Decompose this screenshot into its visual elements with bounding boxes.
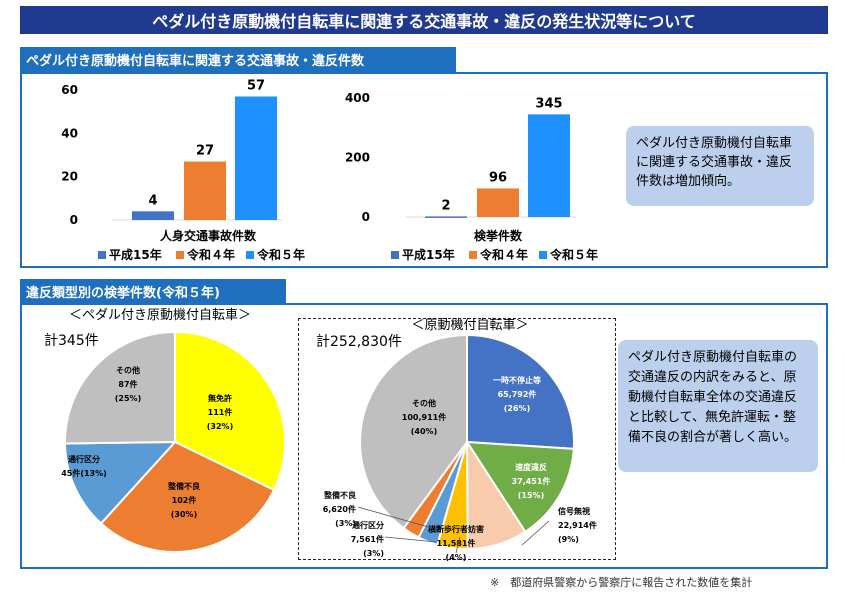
pie-label: (3%) bbox=[363, 549, 384, 558]
bar-data-label: 4 bbox=[148, 193, 157, 208]
bar-data-label: 96 bbox=[489, 170, 507, 185]
leader-line bbox=[521, 520, 550, 546]
legend-swatch-1 bbox=[469, 251, 477, 259]
pie-label: (26%) bbox=[504, 404, 530, 413]
legend-swatch-2 bbox=[246, 251, 254, 259]
chart-title: 人身交通事故件数 bbox=[160, 228, 257, 243]
bar-data-label: 345 bbox=[535, 96, 562, 111]
pie-label: 6,620件 bbox=[323, 504, 356, 514]
pie-label: 横断歩行者妨害 bbox=[428, 524, 484, 534]
legend-label-0: 平成15年 bbox=[402, 247, 455, 262]
bar-data-label: 2 bbox=[441, 198, 450, 213]
pie-label: (40%) bbox=[411, 427, 437, 436]
pie-label: (9%) bbox=[558, 535, 579, 544]
y-tick-label: 20 bbox=[61, 170, 78, 184]
pie-label: 一時不停止等 bbox=[493, 375, 541, 385]
pie-label: 111件 bbox=[208, 407, 233, 417]
pie-label: 100,911件 bbox=[402, 412, 446, 422]
section1-note: ペダル付き原動機付自転車に関連する交通事故・違反件数は増加傾向。 bbox=[626, 126, 814, 206]
pie-label: その他 bbox=[116, 365, 140, 375]
y-tick-label: 0 bbox=[362, 210, 370, 224]
legend-swatch-0 bbox=[391, 251, 399, 259]
pie-label: (15%) bbox=[518, 491, 544, 500]
page-banner: ペダル付き原動機付自転車に関連する交通事故・違反の発生状況等について bbox=[20, 6, 828, 34]
legend-swatch-0 bbox=[98, 251, 106, 259]
section1-title: ペダル付き原動機付自転車に関連する交通事故・違反件数 bbox=[20, 47, 456, 72]
bar-data-label: 27 bbox=[196, 144, 214, 159]
y-tick-label: 40 bbox=[61, 126, 78, 140]
footnote: ※ 都道府県警察から警察庁に報告された数値を集計 bbox=[490, 576, 753, 589]
pie-slice-6 bbox=[359, 333, 468, 530]
pie-label: 22,914件 bbox=[558, 520, 597, 530]
section2-note: ペダル付き原動機付自転車の交通違反の内訳をみると、原動機付自転車全体の交通違反と… bbox=[618, 340, 818, 472]
pie-title: ＜原動機付自転車＞ bbox=[411, 318, 528, 333]
pie-label: 45件(13%) bbox=[61, 468, 107, 478]
y-tick-label: 400 bbox=[345, 91, 370, 105]
pie-slice-1 bbox=[465, 440, 575, 534]
pie-label: 速度違反 bbox=[515, 462, 547, 472]
bar-0 bbox=[425, 216, 467, 218]
pie-label: (4%) bbox=[446, 553, 467, 562]
pie-label: 11,581件 bbox=[437, 538, 476, 548]
bar-1 bbox=[184, 161, 226, 220]
legend-label-2: 令和５年 bbox=[256, 247, 305, 262]
moped-pie-frame bbox=[298, 318, 616, 560]
pie-label: (32%) bbox=[207, 422, 233, 431]
pie-label: 7,561件 bbox=[351, 534, 384, 544]
y-tick-label: 60 bbox=[61, 83, 78, 97]
legend-label-1: 令和４年 bbox=[186, 247, 235, 262]
pie-slice-0 bbox=[466, 333, 575, 450]
legend-swatch-2 bbox=[539, 251, 547, 259]
pie-label: (3%) bbox=[335, 519, 356, 528]
bar-0 bbox=[132, 211, 174, 220]
pie-label: 65,792件 bbox=[498, 389, 537, 399]
bar-data-label: 57 bbox=[247, 79, 265, 94]
pie-label: (25%) bbox=[115, 394, 141, 403]
pie-total: 計252,830件 bbox=[316, 334, 402, 350]
bar-2 bbox=[528, 114, 570, 217]
legend-label-2: 令和５年 bbox=[549, 247, 598, 262]
pie-title: ＜ペダル付き原動機付自転車＞ bbox=[69, 308, 251, 323]
bar-2 bbox=[235, 96, 277, 220]
pie-label: 通行区分 bbox=[68, 454, 100, 464]
leader-line bbox=[384, 536, 437, 543]
pie-slice-3 bbox=[64, 330, 176, 445]
legend-label-1: 令和４年 bbox=[479, 247, 528, 262]
pie-label: 整備不良 bbox=[167, 481, 200, 491]
pie-label: 102件 bbox=[172, 495, 197, 505]
pie-label: (30%) bbox=[171, 510, 197, 519]
pie-total: 計345件 bbox=[44, 333, 99, 349]
leader-line bbox=[455, 536, 461, 554]
legend-swatch-1 bbox=[176, 251, 184, 259]
leader-line bbox=[357, 506, 433, 529]
pie-label: 信号無視 bbox=[558, 506, 590, 516]
pie-label: その他 bbox=[412, 398, 436, 408]
y-tick-label: 200 bbox=[345, 151, 370, 165]
bar-1 bbox=[477, 188, 519, 217]
pie-label: 通行区分 bbox=[352, 520, 384, 530]
pie-label: 87件 bbox=[118, 379, 137, 389]
pie-label: 37,451件 bbox=[512, 476, 551, 486]
legend-label-0: 平成15年 bbox=[109, 247, 162, 262]
pie-slice-2 bbox=[63, 440, 178, 525]
pie-slice-0 bbox=[174, 330, 286, 492]
y-tick-label: 0 bbox=[70, 213, 78, 227]
section2-title: 違反類型別の検挙件数(令和５年) bbox=[20, 279, 286, 304]
pie-slice-1 bbox=[99, 440, 276, 553]
pie-label: 無免許 bbox=[208, 393, 232, 403]
pie-label: 整備不良 bbox=[323, 490, 356, 500]
chart-title: 検挙件数 bbox=[474, 228, 523, 243]
